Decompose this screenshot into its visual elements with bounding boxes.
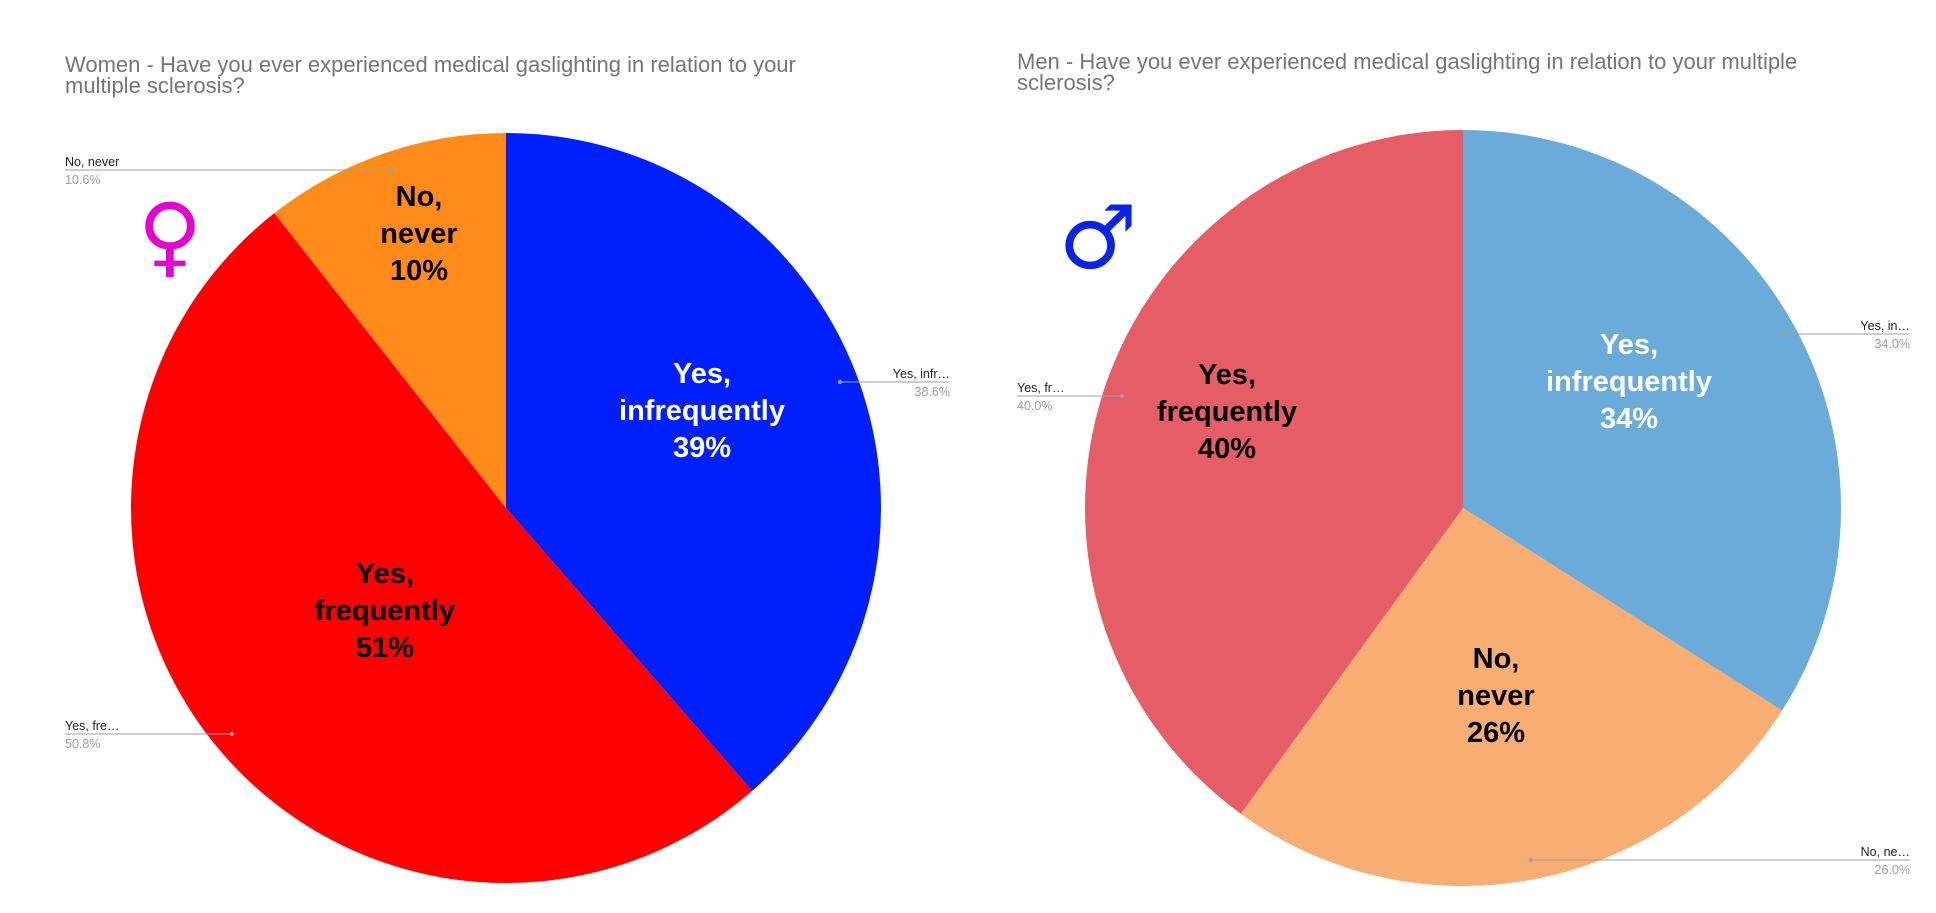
women-slice-label-line: Yes, <box>356 558 414 590</box>
men-slice-label-line: No, <box>1473 643 1520 675</box>
men-slice-yes-infrequently <box>1463 130 1842 711</box>
women-slice-label-line: 51% <box>356 632 414 664</box>
men-callout-name: Yes, fr… <box>1017 381 1064 395</box>
men-slice-label-line: 34% <box>1600 403 1658 435</box>
men-slice-label-no-never: No, never 26% <box>1457 643 1534 749</box>
women-pie-chart: Women - Have you ever experienced medica… <box>65 52 950 883</box>
men-slice-label-line: frequently <box>1157 396 1297 428</box>
women-slice-label-line: 10% <box>390 255 448 287</box>
women-callout-name: Yes, fre… <box>65 719 119 733</box>
women-callout-percent: 10.6% <box>65 173 100 187</box>
women-slice-label-yes-infrequently: Yes, infrequently 39% <box>619 358 785 464</box>
men-callout-yes-frequently: Yes, fr… 40.0% <box>1017 381 1125 413</box>
men-slice-label-yes-frequently: Yes, frequently 40% <box>1157 359 1297 465</box>
women-callout-no-never: No, never 10.6% <box>65 155 395 187</box>
women-chart-title-line: Women - Have you ever experienced medica… <box>65 52 796 77</box>
men-chart-title-line: Men - Have you ever experienced medical … <box>1017 49 1797 74</box>
men-callout-dot <box>1777 331 1783 337</box>
women-slice-label-line: never <box>380 218 457 250</box>
male-symbol-icon: ♂ <box>1059 186 1138 289</box>
women-callout-name: Yes, infr… <box>893 367 950 381</box>
men-callout-name: Yes, in… <box>1860 319 1910 333</box>
women-callout-dot <box>389 167 395 173</box>
women-slice-label-line: Yes, <box>673 358 731 390</box>
men-callout-no-never: No, ne… 26.0% <box>1528 845 1910 877</box>
men-slice-label-line: 40% <box>1198 433 1256 465</box>
women-callout-dot <box>229 731 235 737</box>
men-callout-dot <box>1119 393 1125 399</box>
men-callout-dot <box>1528 857 1534 863</box>
men-callout-percent: 26.0% <box>1875 863 1910 877</box>
women-chart-title-line: multiple sclerosis? <box>65 73 245 98</box>
men-slice-label-line: 26% <box>1467 717 1525 749</box>
women-slice-label-line: No, <box>396 181 443 213</box>
women-slice-no-never <box>274 133 506 508</box>
women-callout-yes-frequently: Yes, fre… 50.8% <box>65 719 235 751</box>
men-pie-chart: Men - Have you ever experienced medical … <box>1017 49 1910 887</box>
women-chart-title: Women - Have you ever experienced medica… <box>65 52 796 98</box>
women-slice-label-line: 39% <box>673 432 731 464</box>
men-chart-title-line: sclerosis? <box>1017 70 1115 95</box>
women-slice-yes-infrequently <box>506 133 881 791</box>
men-slice-label-line: Yes, <box>1600 329 1658 361</box>
men-slice-no-never <box>1240 508 1783 887</box>
women-slice-label-yes-frequently: Yes, frequently 51% <box>315 558 455 664</box>
men-slice-yes-frequently <box>1085 130 1463 814</box>
women-callout-name: No, never <box>65 155 119 169</box>
women-slice-label-line: frequently <box>315 595 455 627</box>
women-callout-yes-infrequently: Yes, infr… 38.6% <box>837 367 950 399</box>
women-callout-percent: 38.6% <box>915 385 950 399</box>
men-slice-label-line: Yes, <box>1198 359 1256 391</box>
men-chart-title: Men - Have you ever experienced medical … <box>1017 49 1797 95</box>
women-callout-dot <box>837 379 843 385</box>
women-callout-percent: 50.8% <box>65 737 100 751</box>
men-slice-label-line: never <box>1457 680 1534 712</box>
men-slice-label-yes-infrequently: Yes, infrequently 34% <box>1546 329 1712 435</box>
women-slice-label-line: infrequently <box>619 395 785 427</box>
men-slice-label-line: infrequently <box>1546 366 1712 398</box>
men-callout-percent: 40.0% <box>1017 399 1052 413</box>
men-callout-yes-infrequently: Yes, in… 34.0% <box>1777 319 1910 351</box>
women-slice-yes-frequently <box>131 213 753 883</box>
men-callout-name: No, ne… <box>1861 845 1910 859</box>
female-symbol-icon: ♀ <box>138 184 202 287</box>
men-callout-percent: 34.0% <box>1875 337 1910 351</box>
women-slice-label-no-never: No, never 10% <box>380 181 457 287</box>
